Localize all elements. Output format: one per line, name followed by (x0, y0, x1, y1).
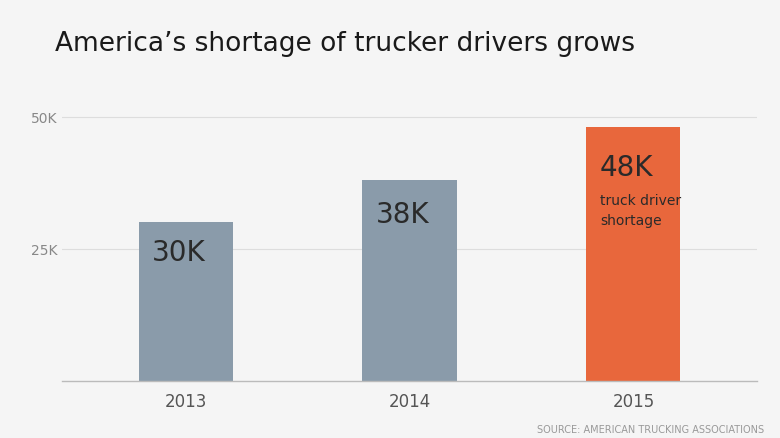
Text: America’s shortage of trucker drivers grows: America’s shortage of trucker drivers gr… (55, 31, 635, 57)
Bar (363, 181, 456, 381)
Text: 38K: 38K (376, 201, 430, 229)
Bar (587, 128, 680, 381)
Text: SOURCE: AMERICAN TRUCKING ASSOCIATIONS: SOURCE: AMERICAN TRUCKING ASSOCIATIONS (537, 424, 764, 434)
Text: 48K: 48K (600, 153, 654, 181)
Bar (139, 223, 232, 381)
Text: truck driver
shortage: truck driver shortage (600, 194, 681, 227)
Text: 30K: 30K (152, 239, 206, 267)
